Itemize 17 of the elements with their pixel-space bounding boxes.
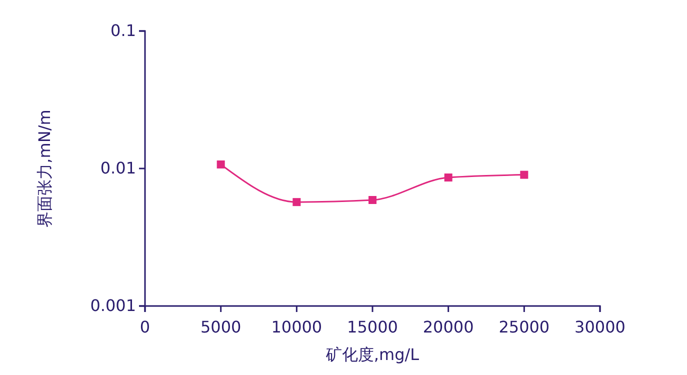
x-tick-label: 10000 [271,318,322,337]
point [520,170,528,179]
x-tick-label: 15000 [347,318,398,337]
y-tick-label: 0.001 [90,296,136,316]
point [368,196,376,204]
point [444,174,452,182]
y-axis-title: 界面张力,mN/m [35,110,54,228]
x-tick-label: 5000 [200,318,242,337]
x-tick-label: 0 [140,318,150,337]
x-axis-title: 矿化度,mg/L [324,345,420,364]
y-tick-label: 0.1 [110,21,136,40]
x-tick-label: 25000 [498,318,550,337]
point [292,198,301,206]
point [216,160,225,168]
y-tick-label: 0.01 [100,158,136,178]
x-tick-label: 30000 [574,318,626,337]
x-tick-label: 20000 [422,318,474,337]
